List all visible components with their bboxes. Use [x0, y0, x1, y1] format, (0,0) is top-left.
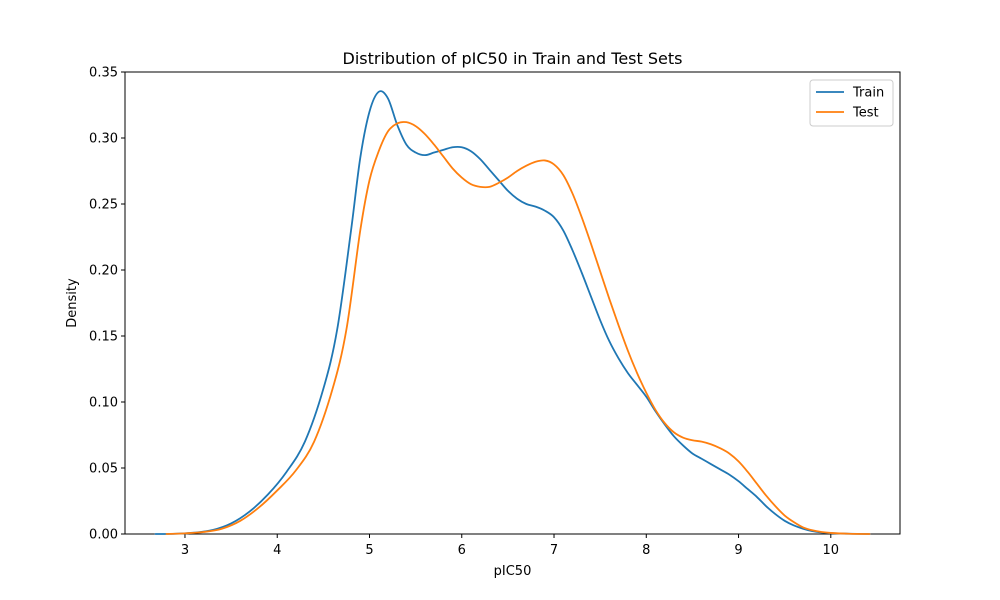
y-tick-label: 0.00 [89, 528, 118, 543]
x-tick-label: 4 [273, 543, 281, 558]
legend: Train Test [809, 79, 894, 127]
y-tick-label: 0.30 [89, 132, 118, 147]
y-tick-label: 0.15 [89, 330, 118, 345]
plot-area [124, 71, 901, 535]
x-tick-label: 5 [365, 543, 373, 558]
y-axis: 0.00 0.05 0.10 0.15 0.20 0.25 0.30 0.35 [89, 66, 125, 543]
x-tick-label: 7 [550, 543, 558, 558]
series-layer [154, 90, 871, 535]
x-axis: 3 4 5 6 7 8 9 10 [181, 534, 839, 558]
chart-title: Distribution of pIC50 in Train and Test … [343, 49, 683, 68]
series-line-test [165, 121, 871, 535]
legend-label-train: Train [852, 86, 884, 101]
x-tick-label: 10 [823, 543, 840, 558]
y-tick-label: 0.05 [89, 462, 118, 477]
x-tick-label: 6 [458, 543, 466, 558]
y-tick-label: 0.35 [89, 66, 118, 81]
x-axis-label: pIC50 [494, 564, 532, 579]
plot-frame [124, 71, 901, 535]
y-tick-label: 0.25 [89, 198, 118, 213]
x-tick-label: 8 [642, 543, 650, 558]
y-axis-label: Density [65, 278, 80, 328]
x-tick-label: 9 [734, 543, 742, 558]
x-tick-label: 3 [181, 543, 189, 558]
legend-label-test: Test [852, 106, 879, 121]
y-tick-label: 0.10 [89, 396, 118, 411]
series-line-train [154, 90, 871, 535]
y-tick-label: 0.20 [89, 264, 118, 279]
